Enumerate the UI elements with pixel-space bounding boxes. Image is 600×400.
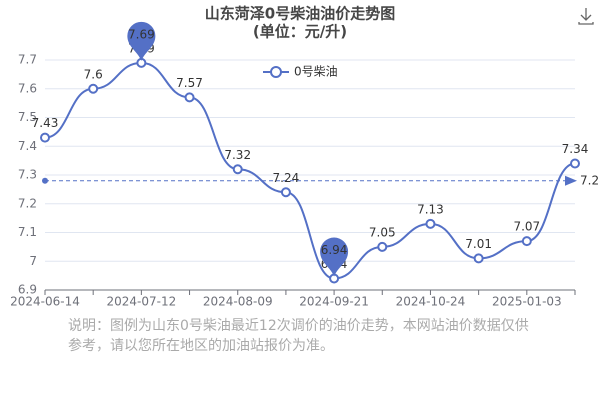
y-tick-label: 7.7 bbox=[18, 53, 37, 67]
x-tick-label: 2024-08-09 bbox=[203, 295, 273, 309]
data-label: 7.13 bbox=[417, 202, 444, 216]
y-tick-label: 6.9 bbox=[18, 283, 37, 297]
point bbox=[521, 236, 532, 247]
data-label: 7.07 bbox=[513, 220, 540, 234]
x-tick-label: 2024-07-12 bbox=[106, 295, 176, 309]
y-tick-label: 7.2 bbox=[18, 196, 37, 210]
data-label: 7.57 bbox=[176, 76, 203, 90]
mark-pin-label: 6.94 bbox=[321, 243, 348, 257]
point bbox=[377, 241, 388, 252]
data-label: 7.34 bbox=[562, 142, 589, 156]
point bbox=[40, 132, 50, 143]
series-line bbox=[44, 61, 576, 280]
data-label: 7.43 bbox=[32, 116, 59, 130]
x-tick-label: 2024-06-14 bbox=[10, 295, 80, 309]
point bbox=[425, 218, 436, 229]
point bbox=[88, 83, 99, 94]
legend-label: 0号柴油 bbox=[294, 65, 338, 79]
y-tick-label: 7 bbox=[29, 254, 37, 268]
average-arrow bbox=[565, 175, 577, 186]
x-tick-label: 2024-10-24 bbox=[396, 295, 466, 309]
data-label: 7.32 bbox=[224, 148, 251, 162]
mark-pin bbox=[127, 21, 156, 61]
chart-subtitle: (单位：元/升) bbox=[253, 23, 347, 41]
data-label: 7.05 bbox=[369, 225, 396, 239]
y-tick-label: 7.4 bbox=[18, 139, 37, 153]
note: 说明：图例为山东0号柴油最近12次调价的油价走势，本网站油价数据仅供参考，请以您… bbox=[68, 318, 529, 354]
point bbox=[570, 158, 580, 169]
data-label: 7.01 bbox=[465, 237, 492, 251]
note-box: 说明：图例为山东0号柴油最近12次调价的油价走势，本网站油价数据仅供参考，请以您… bbox=[68, 318, 529, 354]
mark-pin bbox=[320, 237, 349, 277]
data-label: 7.6 bbox=[84, 67, 103, 81]
point bbox=[473, 253, 484, 264]
average-label: 7.28 bbox=[580, 173, 600, 187]
chart-title: 山东菏泽0号柴油油价走势图 bbox=[205, 5, 395, 23]
y-tick-label: 7.5 bbox=[18, 110, 37, 124]
point bbox=[232, 164, 243, 175]
x-tick-label: 2024-09-21 bbox=[299, 295, 369, 309]
y-tick-label: 7.6 bbox=[18, 81, 37, 95]
mark-pin-label: 7.69 bbox=[128, 27, 155, 41]
legend-marker bbox=[270, 66, 282, 78]
y-tick-label: 7.1 bbox=[18, 225, 37, 239]
point bbox=[184, 92, 195, 103]
download-icon[interactable] bbox=[578, 8, 594, 25]
y-tick-label: 7.3 bbox=[18, 168, 37, 182]
data-label: 7.24 bbox=[273, 171, 300, 185]
x-tick-label: 2025-01-03 bbox=[492, 295, 562, 309]
point bbox=[280, 187, 291, 198]
